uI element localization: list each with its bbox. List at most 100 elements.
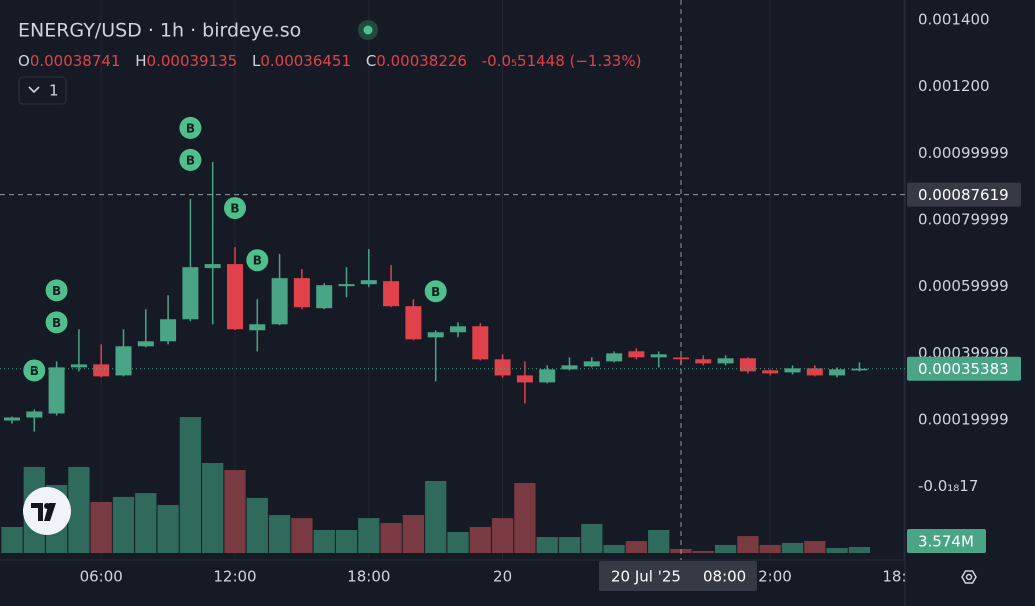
candle-body — [182, 267, 199, 320]
x-tick-label: 20 — [493, 568, 512, 586]
volume-bar — [224, 470, 246, 553]
candle-body — [472, 326, 489, 360]
volume-bar — [558, 537, 581, 553]
ohlc-letter: C — [366, 52, 376, 70]
volume-bar — [804, 541, 826, 553]
y-tick-label: 0.00019999 — [918, 411, 1009, 429]
candle-body — [26, 411, 43, 418]
buy-marker-label: B — [230, 202, 239, 216]
volume-bar — [714, 544, 737, 553]
ohlc-letter: L — [252, 52, 261, 70]
volume-bar — [469, 526, 491, 553]
volume-bar — [737, 536, 759, 553]
candle-body — [137, 341, 154, 347]
candle-body — [784, 368, 801, 373]
candle-body — [851, 368, 868, 371]
volume-bar — [826, 547, 848, 553]
last-price-label: 0.00035383 — [918, 360, 1009, 378]
candle-body — [762, 370, 779, 374]
volume-bar — [112, 496, 135, 553]
candle-body — [427, 332, 444, 338]
candle-body — [70, 364, 87, 368]
candle-body — [494, 359, 511, 376]
x-tick-label: 18:00 — [882, 568, 925, 586]
candle-body — [806, 368, 823, 376]
volume-bar — [157, 504, 179, 553]
candle-body — [739, 358, 756, 372]
ohlc-value: 0.00036451 — [260, 52, 351, 70]
x-tick-label: 18:00 — [347, 568, 390, 586]
buy-marker-label: B — [186, 121, 195, 135]
y-axis: 0.001400 0.001200 0.00099999 0.00079999 0.00… — [918, 11, 1009, 496]
candle-body — [48, 367, 65, 414]
candle-body — [227, 264, 243, 330]
indicator-count[interactable]: 1 — [49, 82, 59, 100]
buy-marker-label: B — [30, 364, 39, 378]
buy-marker — [45, 279, 68, 302]
ohlc-line: O0.00038741 H0.00039135 L0.00036451 C0.0… — [18, 52, 641, 70]
volume-bar — [135, 493, 157, 553]
crosshair-date-label: 20 Jul '25 — [611, 568, 681, 586]
volume-bar — [848, 546, 871, 553]
ohlc-value: 0.00038741 — [30, 52, 121, 70]
volume-bar — [425, 480, 447, 553]
indicator-toggle[interactable] — [18, 76, 67, 105]
y-tick-label: -0.0₁₈17 — [918, 477, 978, 495]
buy-marker — [45, 311, 68, 334]
volume-bar — [179, 417, 202, 553]
volume-bar — [514, 482, 536, 553]
volume-bar — [447, 532, 469, 553]
candle-body — [628, 351, 645, 358]
ohlc-value: 0.00038226 — [376, 52, 467, 70]
volume-bar — [246, 497, 268, 553]
candle-body — [829, 369, 846, 376]
candle-body — [360, 280, 377, 285]
status-dot — [363, 25, 373, 35]
x-tick-label: 06:00 — [80, 568, 123, 586]
volume-bar — [202, 463, 224, 553]
logo-mark — [31, 503, 56, 521]
volume-label: 3.574M — [918, 533, 974, 551]
volume-bar — [581, 523, 603, 553]
candle-body — [316, 285, 333, 309]
candle-body — [650, 354, 667, 358]
volume-badge — [907, 529, 986, 553]
logo-mark — [44, 503, 50, 509]
volume-bar — [68, 467, 90, 553]
y-tick-label: 0.001400 — [918, 11, 990, 29]
settings-icon[interactable] — [961, 570, 977, 584]
crosshair-price-badge — [907, 182, 1021, 207]
candle-body — [695, 359, 712, 364]
ohlc-letter: H — [135, 52, 146, 70]
candle-body — [561, 365, 578, 370]
buy-marker-label: B — [186, 153, 195, 167]
candle-body — [583, 361, 600, 367]
crosshair-time-label: 08:00 — [703, 568, 746, 586]
ohlc-letter: O — [18, 52, 30, 70]
buy-marker — [179, 116, 202, 139]
x-tick-label: 12:00 — [749, 568, 792, 586]
buy-marker-label: B — [431, 285, 440, 299]
candle-body — [93, 364, 110, 377]
change: -0.0₅51448 (−1.33%) — [482, 52, 642, 70]
candle-layer — [4, 161, 868, 432]
volume-bar — [313, 529, 335, 553]
volume-bar — [692, 550, 714, 553]
settings-icon — [965, 573, 973, 581]
volume-bar — [402, 515, 425, 553]
buy-marker-label: B — [52, 316, 61, 330]
candle-body — [516, 375, 533, 383]
volume-bar — [1, 526, 23, 553]
crosshair-price-label: 0.00087619 — [918, 186, 1009, 204]
volume-bar — [648, 529, 670, 553]
ohlc-value: 0.00039135 — [147, 52, 238, 70]
chevron-icon — [28, 86, 40, 94]
buy-marker — [23, 359, 46, 382]
candle-body — [338, 284, 355, 287]
candle-body — [405, 306, 422, 340]
overlay-layer: B B B B B B B B — [0, 0, 905, 560]
buy-marker-label: B — [253, 254, 262, 268]
buy-marker — [224, 197, 246, 220]
volume-bar — [358, 518, 380, 553]
